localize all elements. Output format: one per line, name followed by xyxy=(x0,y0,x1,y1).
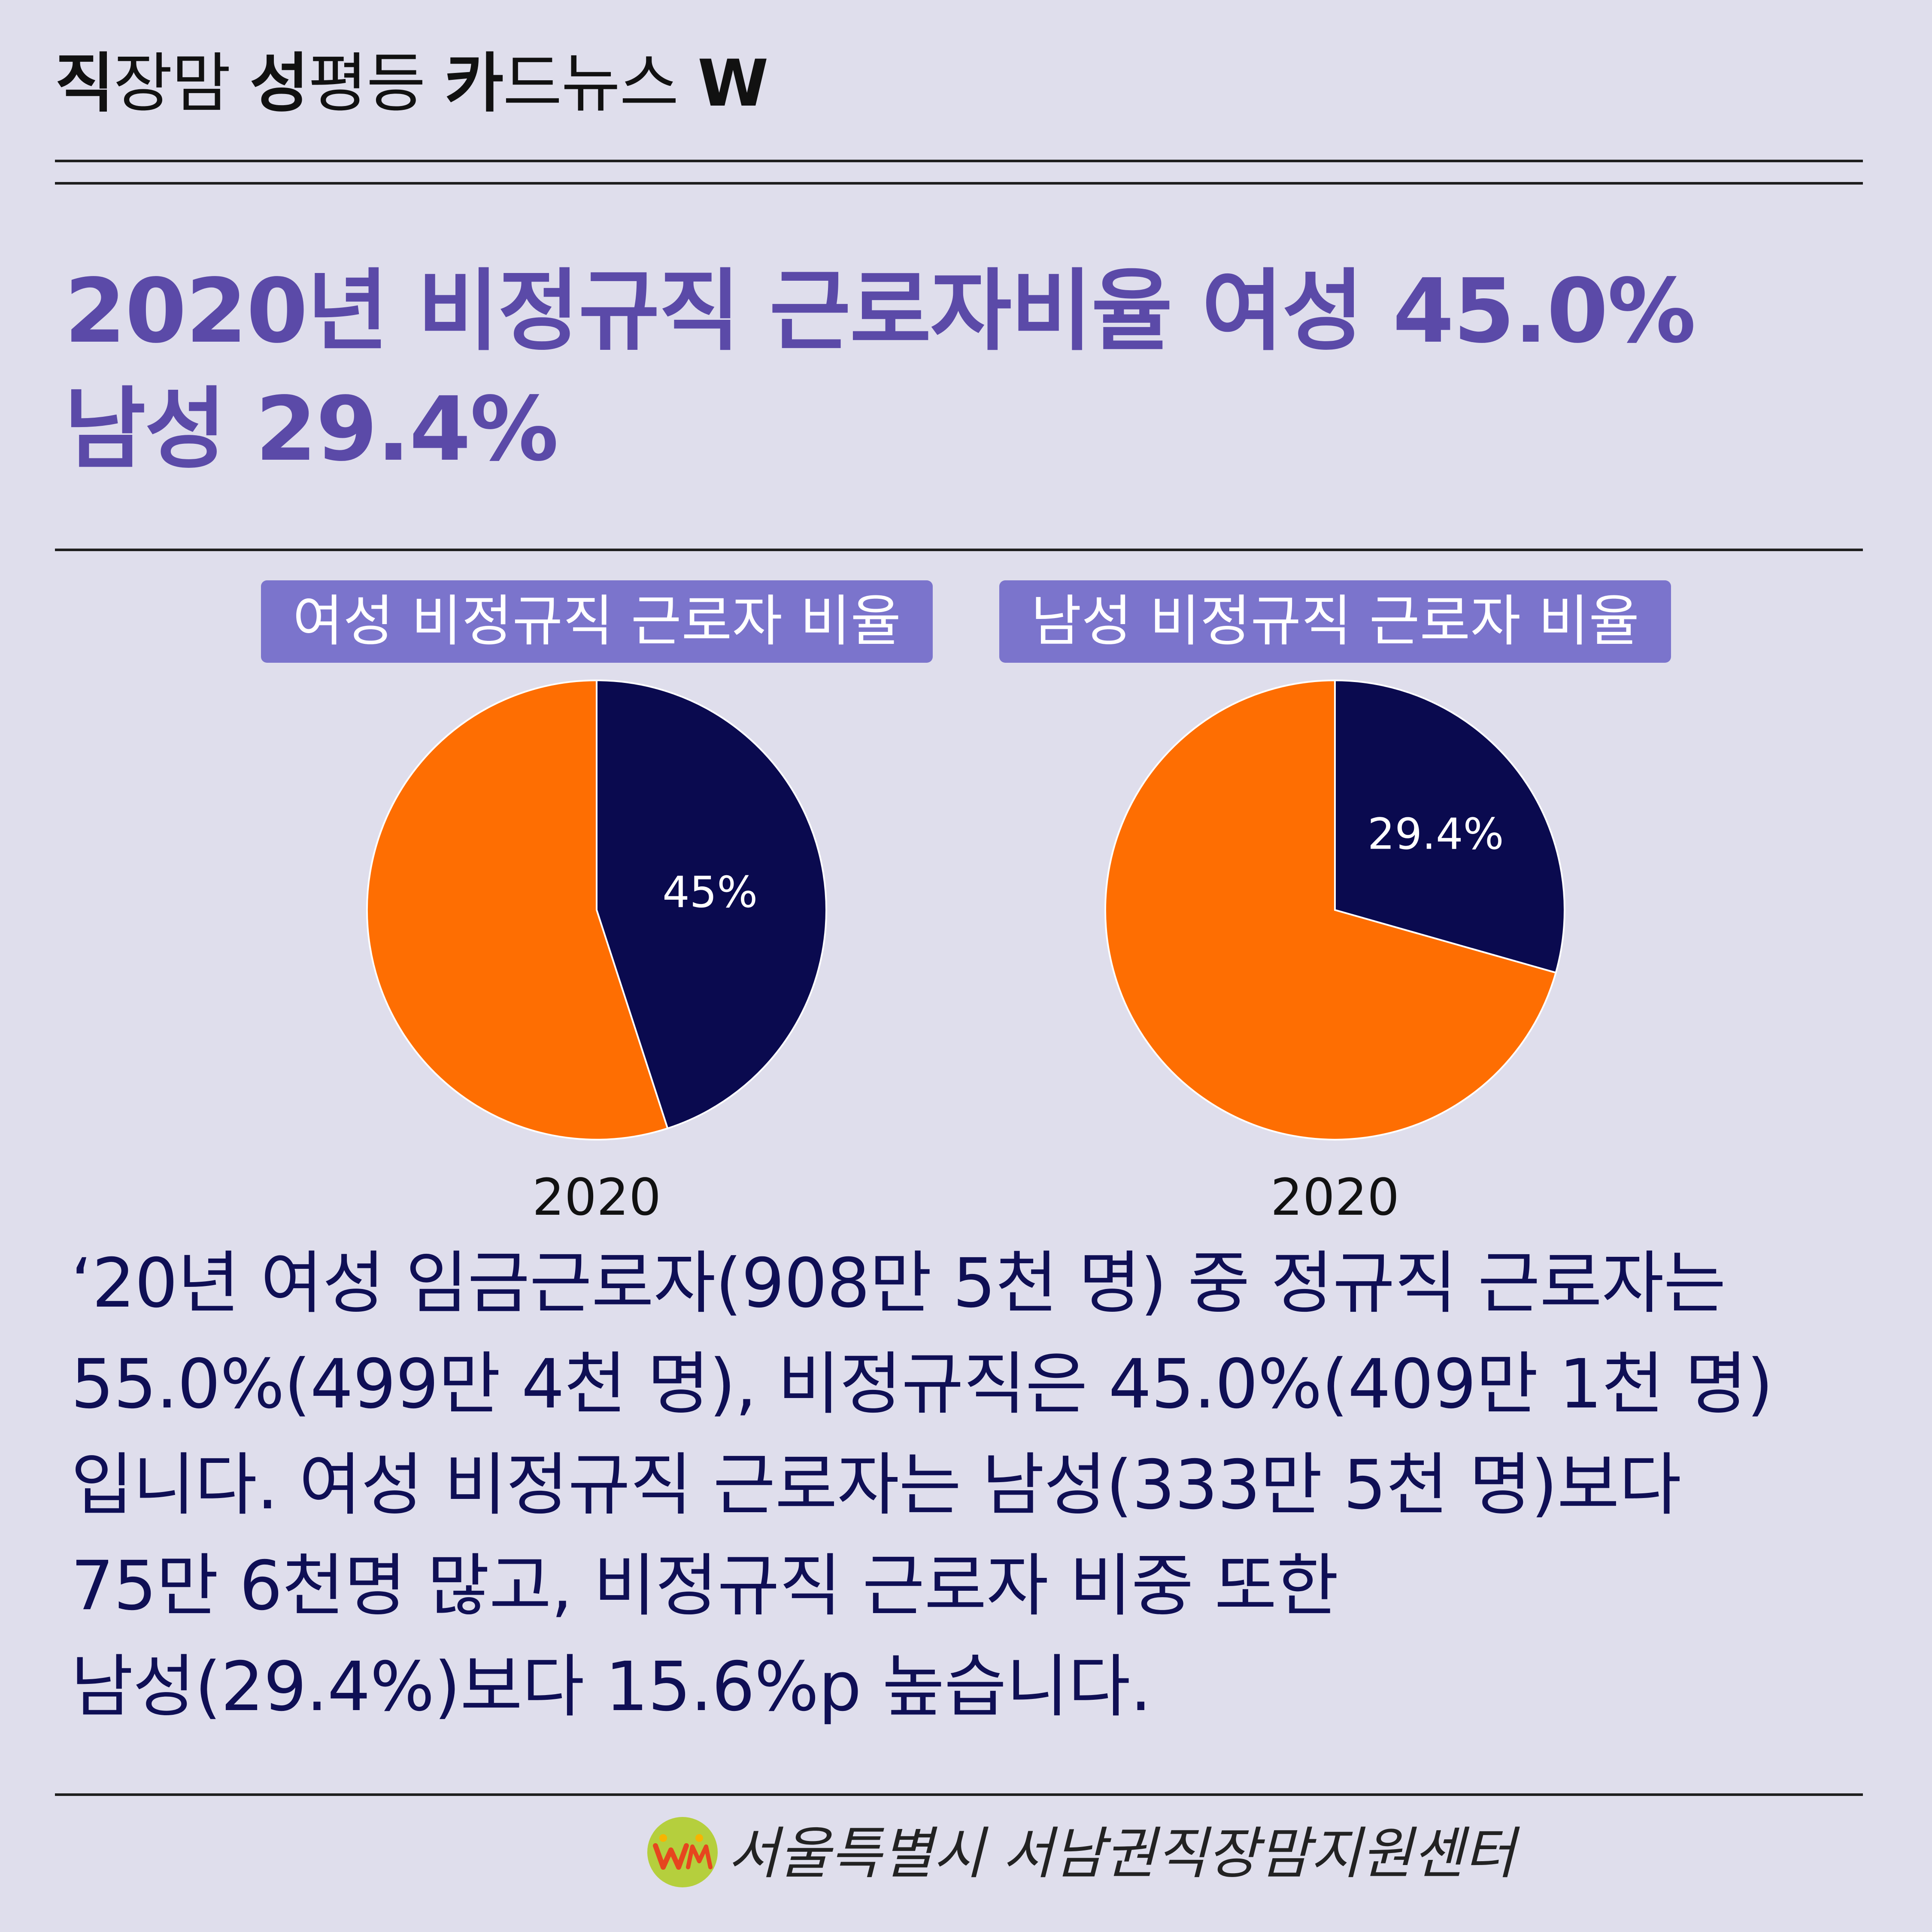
series-title-part: 성 xyxy=(249,46,309,121)
chart-title-male: 남성 비정규직 근로자 비율 xyxy=(999,580,1671,663)
body-line-4: 75만 6천명 많고, 비정규직 근로자 비중 또한 xyxy=(71,1547,1339,1626)
series-title: 직장맘 성평등 카드뉴스 W xyxy=(55,45,769,122)
pie-chart-male: 29.4% 2020 xyxy=(1104,679,1565,1227)
series-title-part: 평등 xyxy=(308,46,445,121)
footer-organization: 서울특별시 서남권직장맘지원센터 xyxy=(728,1821,1516,1886)
headline-divider xyxy=(55,549,1863,551)
header-divider-top xyxy=(55,160,1863,162)
pie-x-label: 2020 xyxy=(1271,1168,1399,1227)
series-title-part: 카 xyxy=(444,46,503,121)
series-title-part: W xyxy=(698,46,768,121)
footer-divider xyxy=(55,1793,1863,1796)
pie-x-label: 2020 xyxy=(532,1168,661,1227)
series-title-part: 드뉴스 xyxy=(503,46,698,121)
series-title-part: 장맘 xyxy=(113,46,250,121)
pie-chart-female: 45% 2020 xyxy=(366,679,828,1227)
pie-slice xyxy=(366,679,669,1140)
body-line-3: 입니다. 여성 비정규직 근로자는 남성(333만 5천 명)보다 xyxy=(71,1446,1681,1525)
pie-data-label: 45% xyxy=(662,867,758,917)
wm-logo-icon xyxy=(647,1817,718,1887)
header-divider-bottom xyxy=(55,182,1863,185)
series-title-part: 직 xyxy=(55,46,114,121)
pie-slice xyxy=(596,679,828,1130)
body-line-2: 55.0%(499만 4천 명), 비정규직은 45.0%(409만 1천 명) xyxy=(71,1345,1773,1424)
headline-line-1: 2020년 비정규직 근로자비율 여성 45.0% xyxy=(64,260,1696,363)
pie-data-label: 29.4% xyxy=(1368,809,1504,859)
pie-slice xyxy=(1334,679,1565,974)
headline-line-2: 남성 29.4% xyxy=(64,378,558,481)
body-line-1: ‘20년 여성 임금근로자(908만 5천 명) 중 정규직 근로자는 xyxy=(71,1244,1726,1323)
chart-title-female: 여성 비정규직 근로자 비율 xyxy=(261,580,933,663)
body-line-5: 남성(29.4%)보다 15.6%p 높습니다. xyxy=(71,1647,1152,1726)
pie-slice xyxy=(1104,679,1557,1140)
